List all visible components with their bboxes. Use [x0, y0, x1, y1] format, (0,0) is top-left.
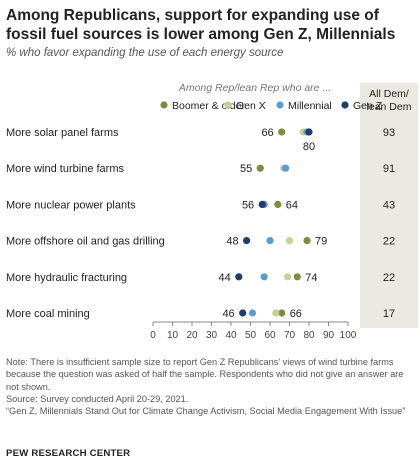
report-title: “Gen Z, Millennials Stand Out for Climat… [6, 406, 406, 417]
data-point [235, 273, 243, 281]
legend-marker [276, 101, 284, 109]
legend-label: Boomer & older [172, 100, 245, 112]
side-column-header-line2: lean Dem [367, 101, 412, 113]
category-label: More wind turbine farms [6, 163, 124, 175]
x-axis-tick-label: 30 [206, 330, 218, 341]
legend-label: Gen Z [353, 100, 383, 112]
data-label: 66 [261, 127, 273, 139]
chart-title: Among Republicans, support for expanding… [6, 7, 396, 43]
data-point [272, 309, 280, 317]
x-axis-tick-label: 80 [303, 330, 315, 341]
data-label: 55 [240, 163, 252, 175]
source-organization: PEW RESEARCH CENTER [6, 448, 131, 459]
chart-subtitle: % who favor expanding the use of each en… [6, 47, 284, 59]
data-label: 44 [219, 272, 231, 284]
data-point [256, 164, 264, 172]
data-point [278, 309, 286, 317]
data-label: 80 [303, 141, 315, 153]
side-value: 22 [383, 272, 395, 284]
legend-marker [224, 101, 232, 109]
x-axis-tick-label: 0 [150, 330, 156, 341]
data-point [303, 237, 311, 245]
x-axis-tick-label: 60 [264, 330, 276, 341]
data-point [283, 273, 292, 281]
side-value: 91 [383, 163, 395, 175]
side-column-header-line1: All Dem/ [369, 88, 409, 100]
x-axis-tick-label: 90 [323, 330, 335, 341]
x-axis-tick-label: 20 [186, 330, 198, 341]
side-value: 43 [383, 199, 395, 211]
data-label: 46 [222, 308, 234, 320]
side-column-background [360, 83, 418, 328]
x-axis-tick-label: 50 [245, 330, 257, 341]
note-text: Note: There is insufficient sample size … [6, 357, 404, 392]
data-point [260, 273, 268, 281]
data-label: 66 [290, 308, 302, 320]
category-label: More coal mining [6, 308, 90, 320]
source-text: Source: Survey conducted April 20-29, 20… [6, 393, 189, 404]
side-value: 22 [383, 236, 395, 248]
x-axis-tick-label: 40 [225, 330, 237, 341]
side-value: 93 [383, 127, 395, 139]
x-axis-tick-label: 70 [284, 330, 296, 341]
data-point [248, 309, 257, 317]
legend-label: Millennial [288, 100, 332, 112]
x-axis-tick-label: 100 [340, 330, 357, 341]
data-point [274, 200, 282, 208]
group-header: Among Rep/lean Rep who are ... [178, 82, 331, 94]
data-point [285, 237, 294, 245]
legend-label: Gen X [236, 100, 266, 112]
dot-plot: All Dem/lean Dem Among Rep/lean Rep who a… [6, 82, 418, 341]
data-point [282, 164, 290, 172]
side-value: 17 [383, 308, 395, 320]
data-label: 79 [315, 236, 327, 248]
legend-marker [341, 101, 349, 109]
category-label: More solar panel farms [6, 127, 119, 139]
data-point [258, 200, 266, 208]
data-label: 48 [226, 236, 238, 248]
category-label: More offshore oil and gas drilling [6, 236, 165, 248]
x-axis-tick-label: 10 [167, 330, 179, 341]
category-label: More nuclear power plants [6, 199, 136, 211]
category-label: More hydraulic fracturing [6, 272, 127, 284]
data-label: 64 [286, 199, 298, 211]
data-point [239, 309, 247, 317]
data-point [293, 273, 301, 281]
data-label: 74 [305, 272, 317, 284]
legend-marker [160, 101, 168, 109]
notes-block: Note: There is insufficient sample size … [6, 356, 414, 417]
data-label: 56 [242, 199, 254, 211]
data-point [243, 237, 251, 245]
data-point [266, 237, 274, 245]
data-point [305, 128, 313, 136]
data-point [278, 128, 286, 136]
